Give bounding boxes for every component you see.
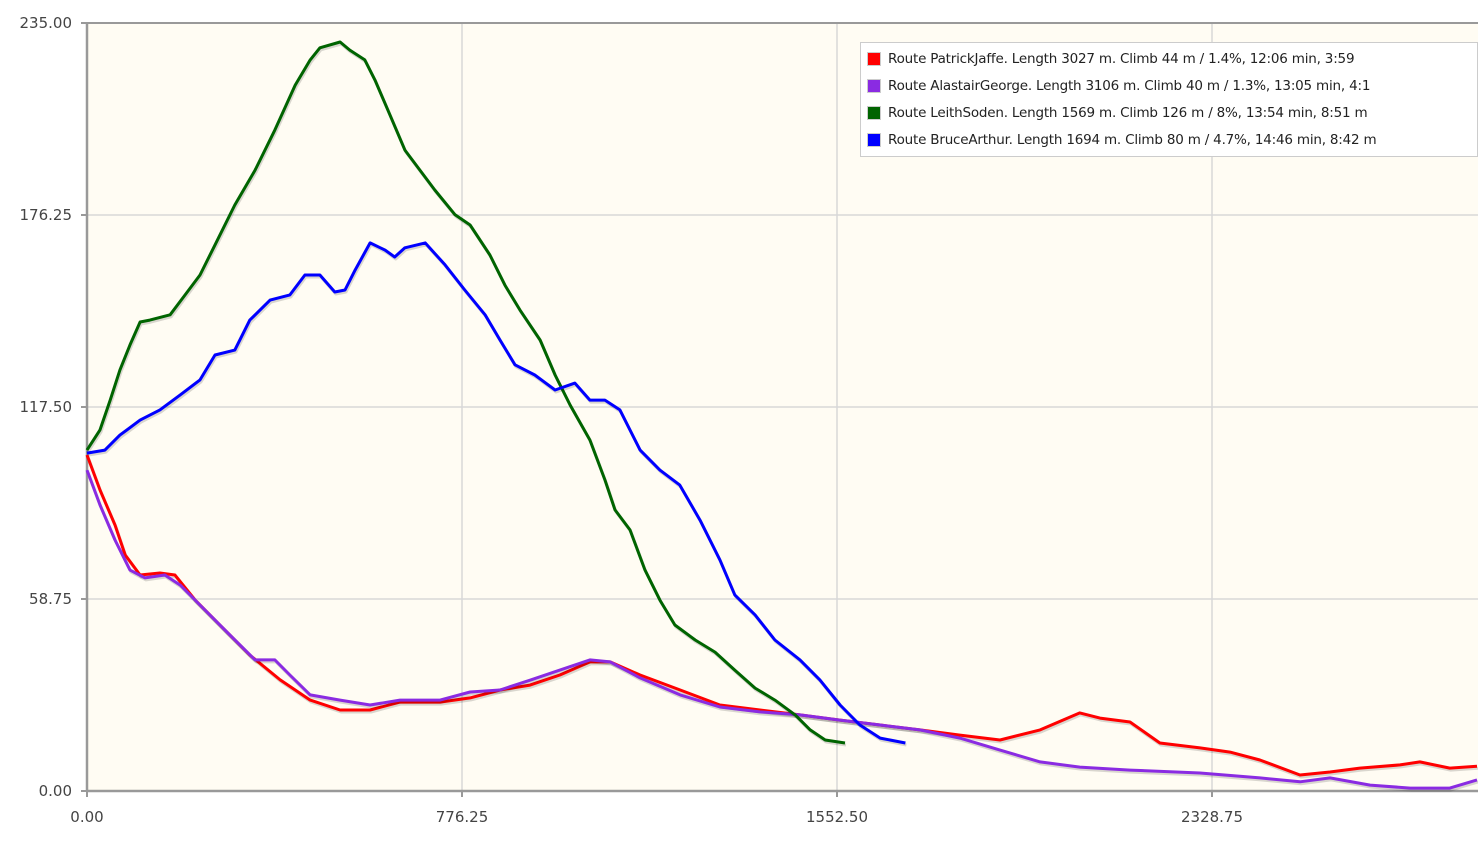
legend-label: Route LeithSoden. Length 1569 m. Climb 1… — [888, 104, 1368, 121]
y-tick-label: 58.75 — [29, 590, 72, 608]
legend: Route PatrickJaffe. Length 3027 m. Climb… — [860, 42, 1478, 157]
legend-swatch-0 — [867, 51, 881, 66]
legend-item[interactable]: Route BruceArthur. Length 1694 m. Climb … — [867, 126, 1475, 153]
series-line-1 — [85, 469, 1478, 790]
y-tick-label: 176.25 — [20, 206, 73, 224]
legend-label: Route PatrickJaffe. Length 3027 m. Climb… — [888, 50, 1355, 67]
legend-swatch-2 — [867, 105, 881, 120]
series-line-3 — [86, 241, 906, 745]
legend-item[interactable]: Route PatrickJaffe. Length 3027 m. Climb… — [867, 45, 1475, 72]
y-tick-label: 235.00 — [20, 14, 73, 32]
legend-swatch-3 — [867, 132, 881, 147]
legend-item[interactable]: Route AlastairGeorge. Length 3106 m. Cli… — [867, 72, 1475, 99]
x-tick-label: 776.25 — [436, 808, 489, 826]
legend-label: Route BruceArthur. Length 1694 m. Climb … — [888, 131, 1377, 148]
x-tick-label: 2328.75 — [1181, 808, 1243, 826]
x-tick-label: 0.00 — [70, 808, 103, 826]
x-tick-label: 1552.50 — [806, 808, 868, 826]
legend-swatch-1 — [867, 78, 881, 93]
legend-label: Route AlastairGeorge. Length 3106 m. Cli… — [888, 77, 1371, 94]
y-tick-label: 0.00 — [39, 782, 72, 800]
series-line-2 — [85, 40, 846, 745]
y-tick-label: 117.50 — [20, 398, 73, 416]
legend-item[interactable]: Route LeithSoden. Length 1569 m. Climb 1… — [867, 99, 1475, 126]
